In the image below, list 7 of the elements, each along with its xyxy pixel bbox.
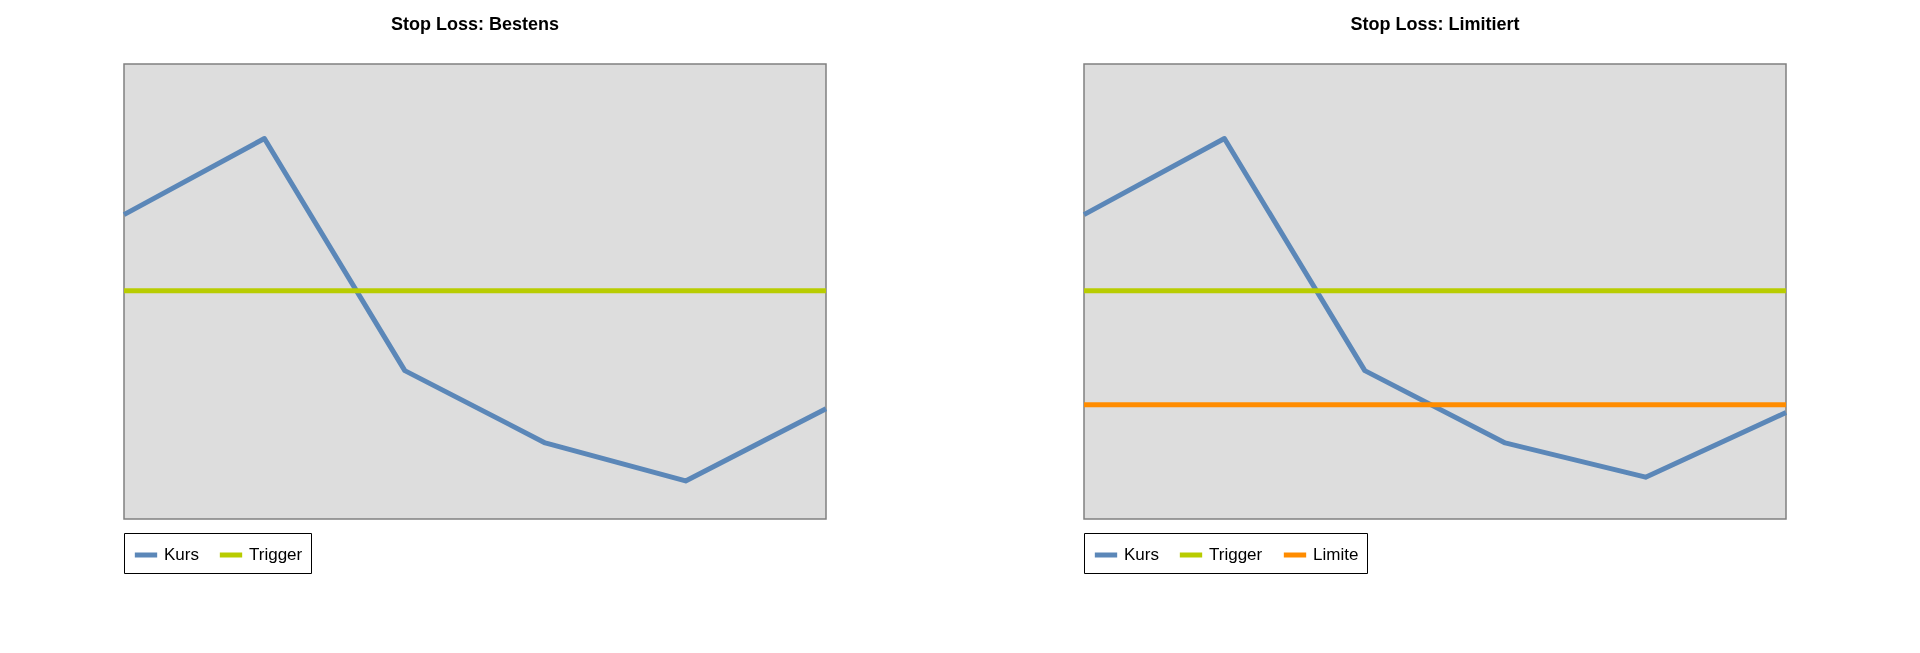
legend-label: Kurs <box>1124 545 1159 564</box>
chart-title: Stop Loss: Bestens <box>390 14 560 34</box>
chart-title: Stop Loss: Limitiert <box>1350 14 1520 34</box>
legend-label: Trigger <box>1209 545 1263 564</box>
legend-label: Limite <box>1313 545 1359 564</box>
legend-label: Trigger <box>249 545 303 564</box>
legend-label: Kurs <box>164 545 199 564</box>
